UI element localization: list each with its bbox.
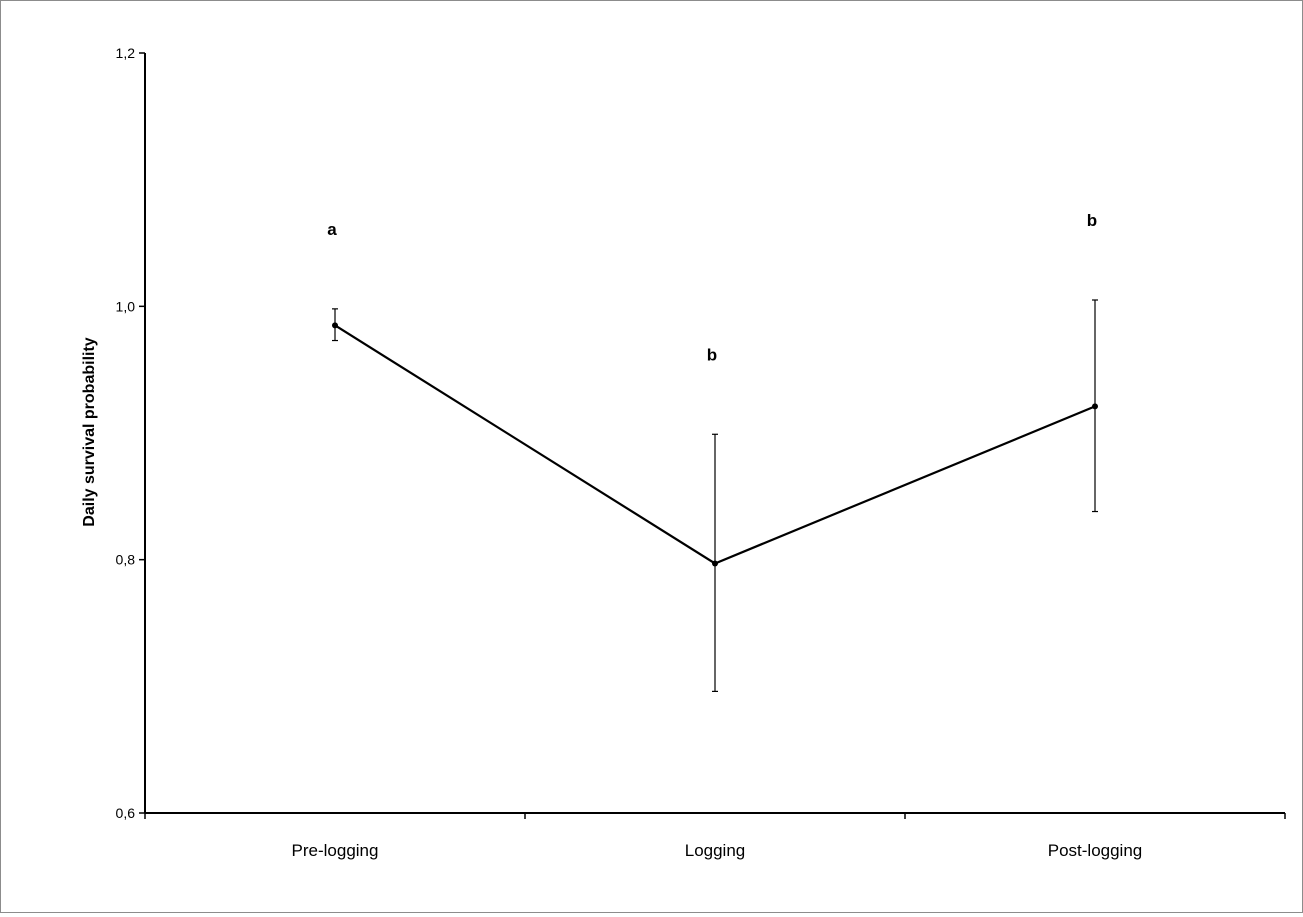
x-tick-label: Pre-logging: [292, 841, 379, 860]
y-axis-title: Daily survival probability: [81, 337, 98, 527]
series: [332, 322, 1098, 567]
x-tick-label: Logging: [685, 841, 746, 860]
y-axis: 0,6 0,8 1,0 1,2: [116, 45, 146, 821]
y-tick-label: 0,8: [116, 552, 136, 568]
significance-letters: a b b: [327, 211, 1097, 364]
significance-letter: b: [1087, 211, 1097, 230]
data-point: [712, 560, 718, 567]
significance-letter: b: [707, 345, 717, 364]
data-point: [1092, 403, 1098, 410]
x-axis: Pre-logging Logging Post-logging: [144, 812, 1286, 860]
x-tick-label: Post-logging: [1048, 841, 1143, 860]
data-point: [332, 322, 338, 329]
y-tick-label: 1,2: [116, 45, 136, 61]
significance-letter: a: [327, 220, 337, 239]
y-tick-label: 1,0: [116, 298, 136, 314]
y-tick-label: 0,6: [116, 805, 136, 821]
